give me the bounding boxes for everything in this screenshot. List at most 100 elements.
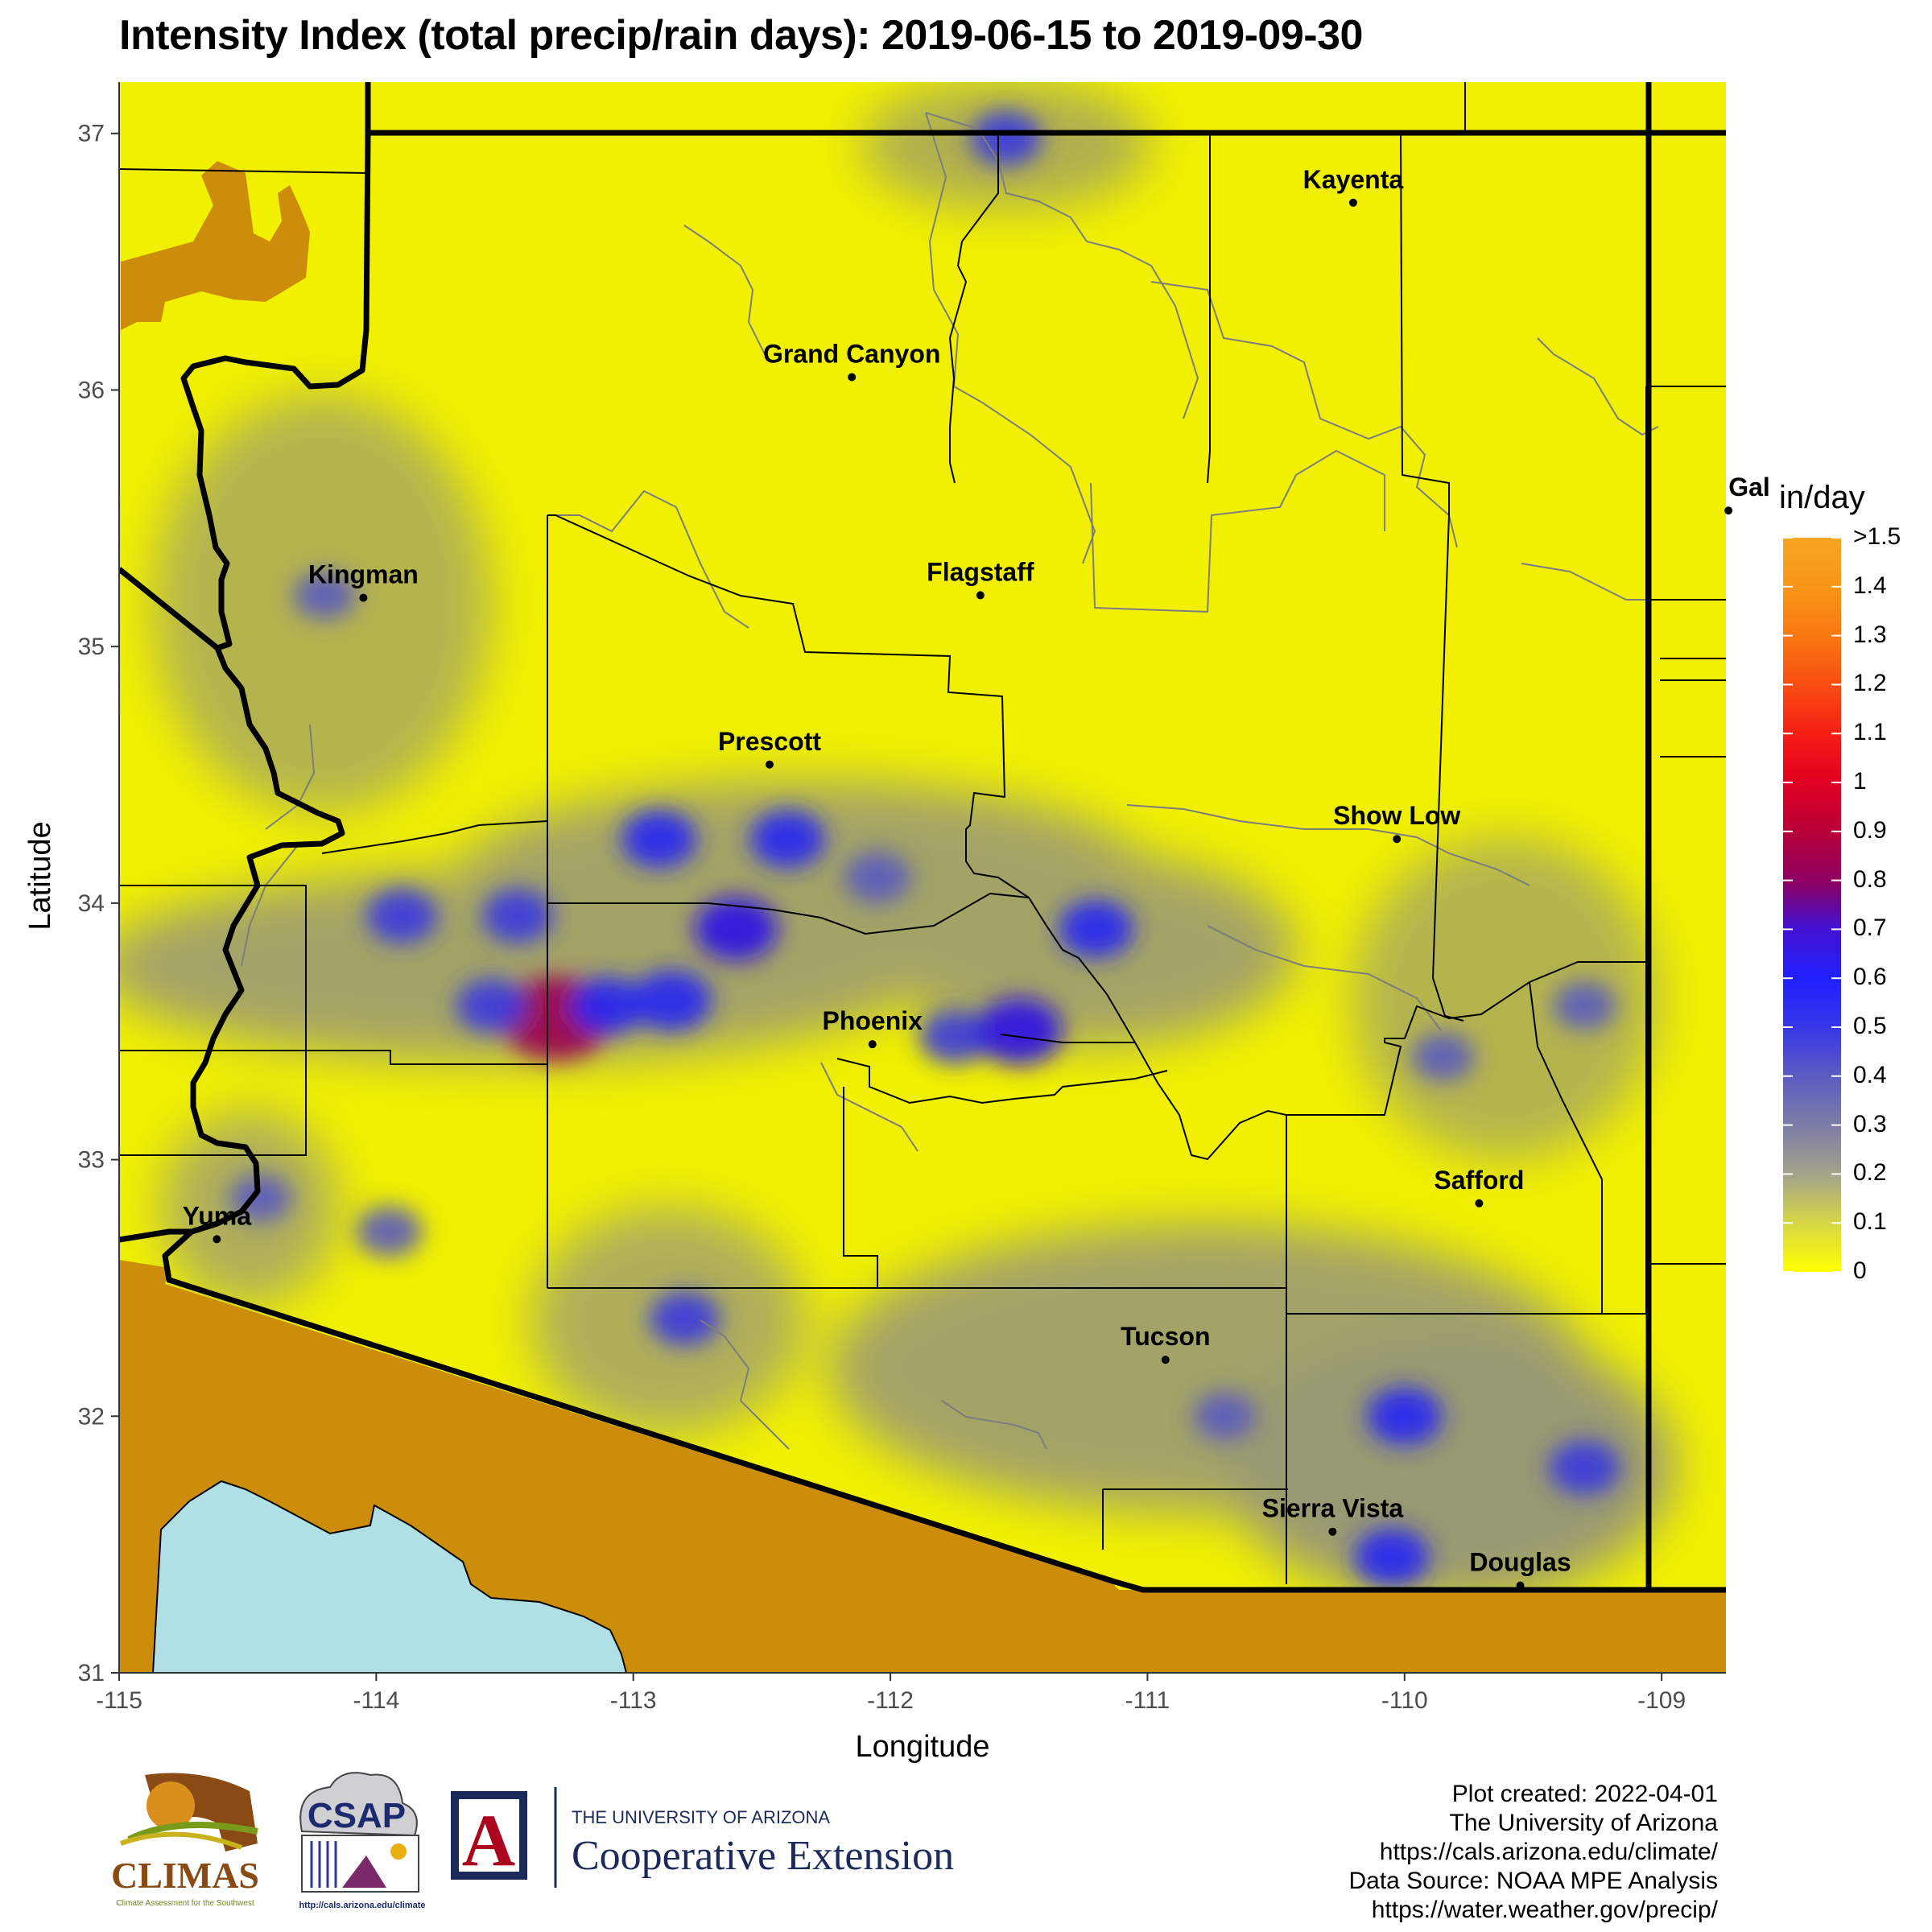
precip-hotspot [355, 1205, 423, 1257]
precip-hotspot [456, 978, 528, 1034]
precip-hotspot [1193, 1392, 1257, 1441]
legend-colorbar [1783, 538, 1841, 1272]
y-tick-label: 37 [78, 121, 105, 147]
city-dot [1328, 1527, 1337, 1536]
ua-extension: Cooperative Extension [572, 1833, 954, 1879]
y-tick-label: 32 [78, 1403, 105, 1430]
logos-svg: CLIMAS Climate Assessment for the Southw… [111, 1772, 954, 1910]
y-tick-label: 35 [78, 634, 105, 660]
map-panel [119, 82, 1726, 1673]
credit-precip-url[interactable]: https://water.weather.gov/precip/ [1371, 1897, 1718, 1923]
x-axis-label: Longitude [856, 1730, 990, 1764]
city-dot [765, 760, 774, 769]
precip-hotspot [1367, 1387, 1443, 1446]
precip-hotspot [293, 571, 357, 620]
legend-label: 0.9 [1853, 816, 1887, 844]
x-tick-label: -115 [96, 1687, 142, 1714]
city-label: Phoenix [822, 1006, 923, 1035]
city-label: Prescott [718, 727, 821, 756]
csap-url: http://cals.arizona.edu/climate [299, 1901, 425, 1910]
legend-label: 0.4 [1853, 1061, 1887, 1088]
precip-hotspot [366, 888, 438, 943]
gulf-of-california [151, 1480, 628, 1673]
csap-wordmark: CSAP [308, 1796, 406, 1835]
legend-tick-marks [1783, 537, 1841, 1273]
city-label: Safford [1434, 1166, 1524, 1195]
precip-hotspot [749, 810, 826, 869]
credit-plot-created: Plot created: 2022-04-01 [1451, 1781, 1718, 1807]
climas-logo: CLIMAS Climate Assessment for the Southw… [111, 1773, 259, 1908]
city-label: Yuma [183, 1201, 252, 1230]
city-dot [1516, 1581, 1525, 1590]
x-tick-label: -113 [610, 1687, 657, 1714]
county-boundaries [119, 82, 1726, 1584]
credit-university: The University of Arizona [1449, 1810, 1718, 1836]
legend-label: 1.1 [1853, 719, 1887, 746]
precip-hotspot [975, 997, 1063, 1066]
precip-hotspot [1354, 1528, 1430, 1587]
csap-logo: CSAP http://cals.arizona.edu/climate [299, 1772, 426, 1910]
city-markers: Kayenta Grand Canyon Kingman Flagstaff Presc… [183, 165, 1770, 1590]
ua-name: THE UNIVERSITY OF ARIZONA [572, 1807, 830, 1827]
precip-hotspot [970, 111, 1042, 167]
climas-wordmark: CLIMAS [111, 1855, 259, 1896]
reservation-boundaries [241, 112, 1659, 1450]
y-tick-label: 36 [78, 377, 105, 403]
legend-label: 1 [1853, 768, 1867, 795]
x-tick-label: -114 [353, 1687, 399, 1714]
legend-label: 0.5 [1853, 1013, 1887, 1039]
state-borders [119, 82, 1726, 1593]
outside-area-northwest [121, 161, 310, 330]
city-dot [359, 593, 368, 602]
legend-label: 1.4 [1853, 572, 1887, 599]
legend-label: 0.6 [1853, 964, 1887, 991]
y-axis-label: Latitude [23, 821, 57, 930]
city-label: Kayenta [1303, 165, 1404, 194]
y-tick-label: 31 [78, 1660, 105, 1686]
precip-hotspot [632, 969, 712, 1031]
city-dot [1348, 198, 1357, 207]
city-dot [1161, 1356, 1170, 1364]
climas-subtitle: Climate Assessment for the Southwest [116, 1899, 254, 1908]
city-dot [213, 1235, 221, 1244]
legend-label: 1.3 [1853, 621, 1887, 648]
precip-hotspot [694, 896, 778, 961]
city-label: Gal [1728, 473, 1770, 502]
y-tick-label: 33 [78, 1147, 105, 1174]
precip-hotspot [844, 852, 911, 903]
y-axis-ticks: 31 32 33 34 35 36 37 [78, 121, 119, 1686]
legend-label: 0.1 [1853, 1208, 1887, 1236]
city-label: Show Low [1333, 801, 1460, 830]
city-dot [1393, 835, 1402, 844]
precip-hotspots [229, 111, 1620, 1587]
legend-label: 0.2 [1853, 1159, 1887, 1187]
x-tick-label: -110 [1381, 1687, 1428, 1714]
chart-title: Intensity Index (total precip/rain days)… [119, 12, 1363, 59]
axes: -115 -114 -113 -112 -111 -110 -109 31323334353… [23, 82, 1726, 1764]
city-label: Douglas [1469, 1548, 1571, 1577]
precip-hotspot [1058, 899, 1134, 958]
city-dot [848, 373, 857, 382]
y-tick-label: 34 [78, 890, 105, 917]
precip-hotspot [649, 1291, 720, 1347]
city-dot [1475, 1199, 1484, 1208]
ua-letter: A [462, 1799, 515, 1881]
city-dot [976, 591, 985, 600]
x-tick-label: -109 [1637, 1687, 1686, 1714]
precip-hotspot [621, 810, 697, 869]
legend-label: 0.3 [1853, 1110, 1887, 1137]
precip-hotspot [1411, 1033, 1475, 1082]
legend-label: >1.5 [1853, 523, 1901, 550]
city-label: Flagstaff [927, 557, 1034, 586]
city-label: Sierra Vista [1262, 1494, 1404, 1523]
city-dot [868, 1040, 877, 1049]
logo-strip: CLIMAS Climate Assessment for the Southw… [97, 1767, 1103, 1920]
legend-title: in/day [1779, 480, 1865, 515]
precip-hotspot [569, 976, 646, 1035]
city-label: Kingman [308, 560, 419, 589]
university-of-arizona-logo: A THE UNIVERSITY OF ARIZONA Cooperative … [451, 1787, 954, 1888]
legend-label: 0.8 [1853, 865, 1887, 893]
legend-label: 1.2 [1853, 670, 1887, 697]
credit-climate-url[interactable]: https://cals.arizona.edu/climate/ [1379, 1839, 1718, 1865]
